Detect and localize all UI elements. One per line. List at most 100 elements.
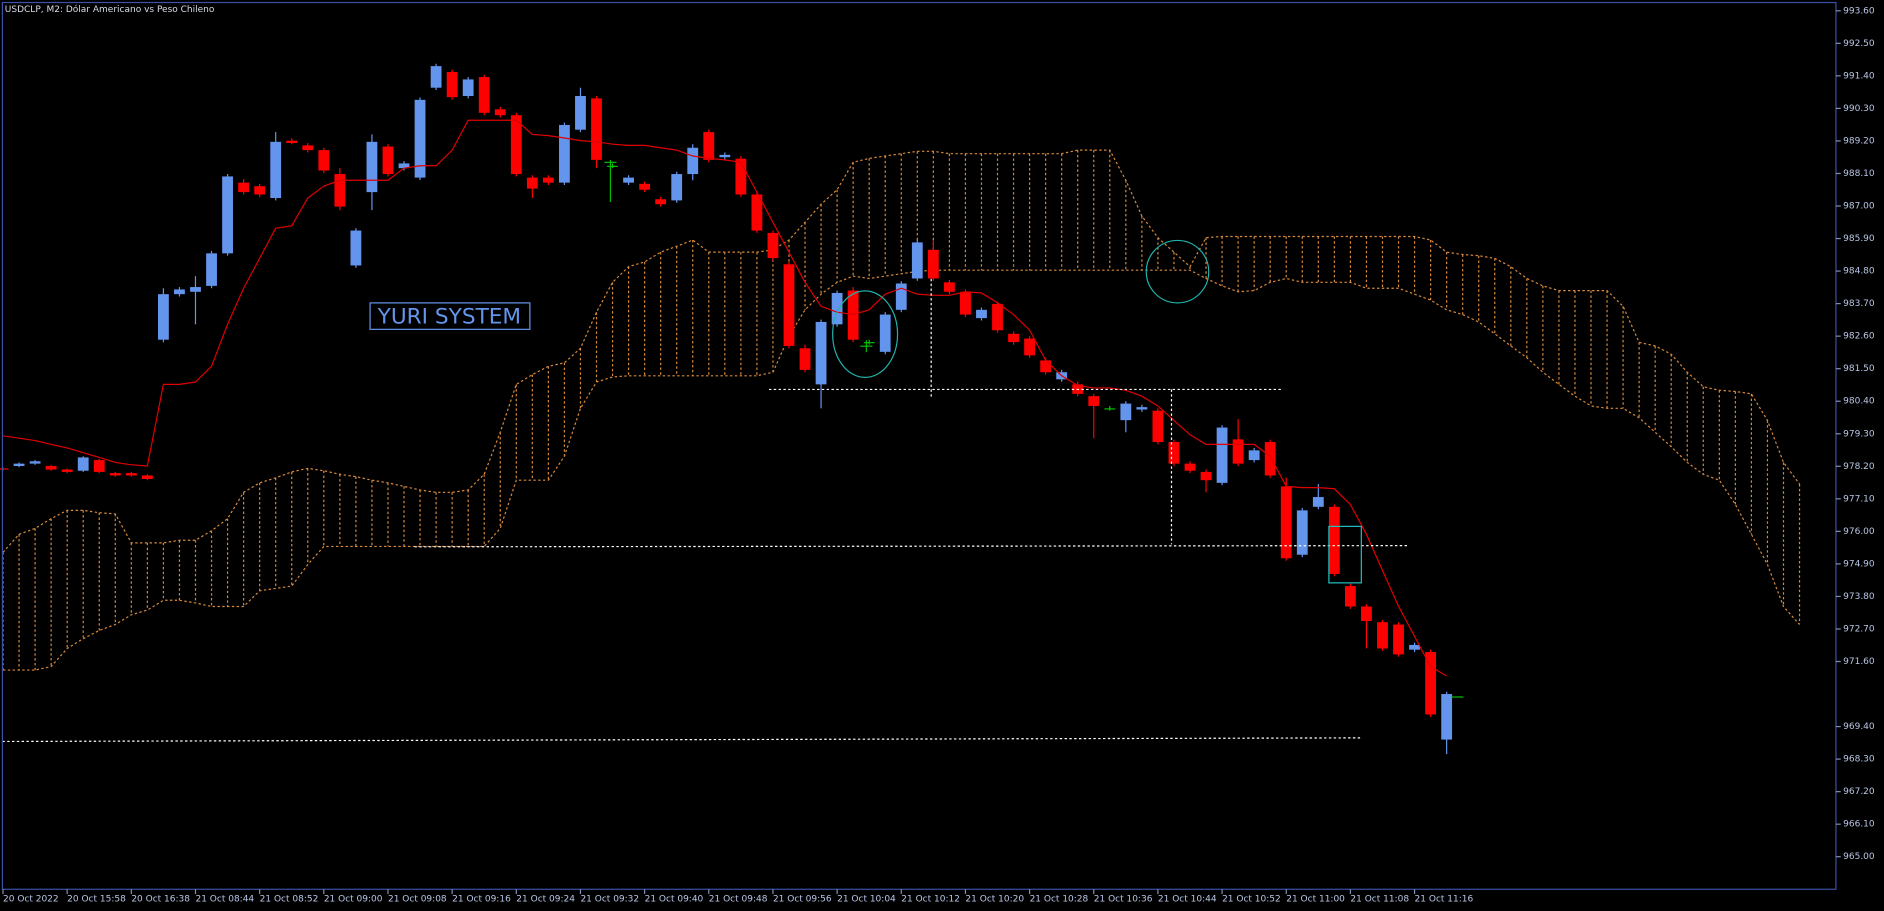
candle-body	[671, 174, 683, 201]
candle-body	[735, 158, 747, 195]
x-tick-label: 21 Oct 08:44	[195, 894, 254, 904]
candle-body	[446, 72, 458, 98]
candle-body	[45, 466, 57, 470]
candle-body	[510, 115, 522, 175]
candle-body	[398, 163, 410, 169]
y-tick-label: 979.30	[1843, 429, 1875, 439]
y-tick-label: 967.20	[1843, 787, 1875, 797]
x-tick-label: 20 Oct 2022	[3, 894, 59, 904]
candle-body	[350, 230, 362, 266]
x-tick-label: 21 Oct 09:08	[388, 894, 447, 904]
candle-body	[639, 183, 651, 190]
candle-body	[1425, 652, 1437, 715]
candle-body	[1216, 427, 1228, 483]
y-tick-label: 982.60	[1843, 332, 1875, 342]
y-tick-label: 969.40	[1843, 722, 1875, 732]
x-tick-label: 21 Oct 11:08	[1350, 894, 1409, 904]
candle-body	[1152, 410, 1164, 443]
candle-body	[206, 253, 217, 286]
candle-body	[318, 150, 330, 171]
candle-body	[1328, 506, 1340, 574]
y-tick-label: 977.10	[1843, 494, 1875, 504]
x-tick-label: 21 Oct 10:04	[837, 894, 896, 904]
candle-body	[1248, 450, 1260, 461]
candle-body	[1008, 333, 1019, 343]
candle-body	[1184, 463, 1196, 471]
candle-body	[719, 154, 731, 158]
candle-body	[77, 457, 89, 471]
candle-body	[879, 314, 891, 352]
candle-body	[1136, 407, 1148, 410]
candle-body	[414, 99, 426, 178]
circle-marker	[1145, 239, 1210, 304]
cloud-upper	[2, 149, 1801, 553]
box-marker	[1328, 525, 1362, 584]
candle-body	[1296, 510, 1308, 555]
y-tick-label: 983.70	[1843, 299, 1875, 309]
x-tick-label: 21 Oct 11:00	[1286, 894, 1345, 904]
candle-body	[254, 186, 266, 195]
x-tick-label: 21 Oct 11:16	[1415, 894, 1474, 904]
candle-body	[831, 292, 843, 325]
candle-body	[222, 176, 233, 254]
candle-body	[687, 147, 699, 175]
candle-body	[607, 165, 618, 167]
y-tick-label: 974.90	[1843, 559, 1875, 569]
y-tick-label: 968.30	[1843, 755, 1875, 765]
x-tick-label: 21 Oct 09:48	[709, 894, 768, 904]
y-tick-label: 989.20	[1843, 136, 1875, 146]
candle-body	[61, 469, 73, 472]
candle-body	[302, 145, 314, 151]
tenkan-line	[2, 119, 1447, 677]
x-tick-label: 21 Oct 10:52	[1222, 894, 1281, 904]
candle-body	[366, 141, 378, 193]
y-tick-label: 976.00	[1843, 527, 1875, 537]
cloud	[2, 149, 1801, 671]
candle-body	[1104, 408, 1116, 410]
x-tick-label: 21 Oct 10:12	[901, 894, 960, 904]
candle-body	[0, 468, 9, 470]
candle-body	[1409, 644, 1420, 650]
candle-body	[911, 242, 923, 279]
candle-body	[1040, 360, 1052, 373]
candle-body	[1168, 442, 1180, 464]
y-tick-label: 990.30	[1843, 104, 1875, 114]
candle-body	[927, 249, 939, 279]
candle-body	[767, 232, 779, 259]
x-tick-label: 21 Oct 09:16	[452, 894, 511, 904]
candle-body	[863, 342, 875, 344]
y-tick-label: 980.40	[1843, 397, 1875, 407]
candle-body	[125, 473, 137, 476]
candle-body	[1120, 403, 1132, 421]
chart-title: USDCLP, M2: Dólar Americano vs Peso Chil…	[5, 4, 215, 15]
objects: YURI SYSTEM	[2, 159, 1464, 743]
candle-body	[174, 289, 185, 295]
candle-body	[1264, 442, 1276, 476]
plot-frame	[1, 1, 1837, 890]
candle-body	[895, 283, 907, 310]
candle-body	[270, 141, 282, 199]
candle-body	[703, 132, 715, 160]
candle-body	[1377, 622, 1388, 649]
x-tick-label: 20 Oct 15:58	[67, 894, 126, 904]
candle-body	[286, 140, 298, 144]
candle-body	[1361, 606, 1372, 621]
y-tick-label: 971.60	[1843, 657, 1875, 667]
candle-body	[478, 77, 490, 113]
candle-body	[943, 282, 955, 292]
x-tick-label: 21 Oct 09:00	[324, 894, 383, 904]
x-tick-label: 21 Oct 10:20	[965, 894, 1024, 904]
y-tick-label: 984.80	[1843, 267, 1875, 277]
y-tick-label: 988.10	[1843, 169, 1875, 179]
y-tick-label: 993.60	[1843, 6, 1875, 16]
y-tick-label: 972.70	[1843, 624, 1875, 634]
candle-body	[1441, 694, 1453, 740]
y-tick-label: 981.50	[1843, 364, 1875, 374]
y-tick-label: 973.80	[1843, 592, 1875, 602]
y-tick-label: 985.90	[1843, 234, 1875, 244]
candle-body	[1280, 486, 1292, 559]
candle-body	[575, 95, 586, 130]
x-tick-label: 21 Oct 09:40	[645, 894, 704, 904]
